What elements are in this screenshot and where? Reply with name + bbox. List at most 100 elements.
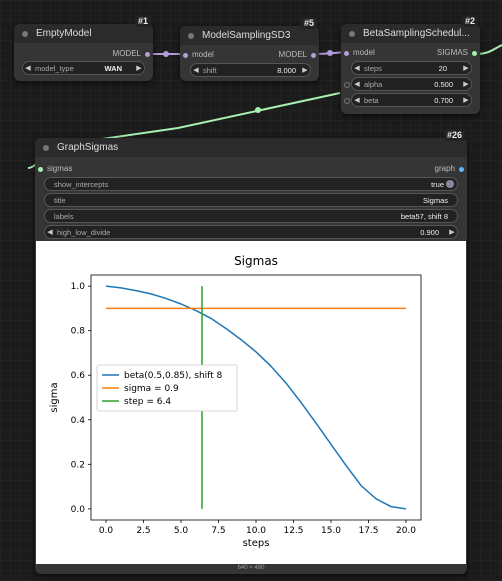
beta-number-widget[interactable]: ◀ beta 0.700 ▶ [351, 93, 472, 107]
y-tick-label: 0.0 [71, 505, 86, 515]
legend-entry: sigma = 0.9 [124, 384, 179, 394]
model-type-combo[interactable]: ◀ model_type WAN ▶ [22, 61, 145, 75]
arrow-right-icon[interactable]: ▶ [449, 229, 455, 236]
x-axis-label: steps [243, 538, 270, 549]
collapse-dot-icon[interactable] [349, 30, 355, 37]
series-line-1 [105, 285, 407, 510]
io-row: MODEL [14, 48, 153, 60]
node-id-badge: #1 [134, 15, 151, 27]
x-tick-label: 17.5 [358, 526, 378, 536]
widget-value: 0.900 [420, 227, 439, 237]
node-header[interactable]: BetaSamplingSchedul... [341, 24, 480, 43]
widget-value: true [431, 179, 444, 189]
output-port-model[interactable] [145, 52, 150, 57]
arrow-right-icon[interactable]: ▶ [302, 67, 308, 74]
io-row: sigmas graph [35, 163, 467, 175]
node-empty-model[interactable]: #1 EmptyModel MODEL ◀ model_type WAN ▶ [14, 15, 153, 81]
widget-label: shift [203, 65, 217, 75]
arrow-left-icon[interactable]: ◀ [354, 65, 360, 72]
arrow-right-icon[interactable]: ▶ [463, 65, 469, 72]
link-midpoint-2 [327, 50, 333, 56]
labels-text-widget[interactable]: labels beta57, shift 8 [44, 209, 458, 223]
chart-title: Sigmas [234, 254, 278, 268]
input-label: model [192, 50, 214, 59]
shift-number-widget[interactable]: ◀ shift 8.000 ▶ [190, 63, 311, 77]
y-tick-label: 0.8 [71, 327, 86, 337]
widget-value: 8.000 [277, 65, 296, 75]
widget-label: high_low_divide [57, 227, 111, 237]
high-low-divide-number-widget[interactable]: ◀ high_low_divide 0.900 ▶ [44, 225, 458, 239]
title-text-widget[interactable]: title Sigmas [44, 193, 458, 207]
graph-image-preview[interactable]: 0.0 2.5 5.0 7.5 10.0 12.5 15.0 17.5 20.0 0.0 0.2 0.… [36, 241, 466, 564]
input-port-alpha[interactable] [344, 82, 350, 88]
node-id-badge: #5 [300, 17, 317, 29]
y-tick-label: 1.0 [71, 282, 86, 292]
image-size-caption: 640 × 480 [237, 565, 265, 571]
widget-value: beta57, shift 8 [400, 211, 448, 221]
output-label: MODEL [278, 50, 307, 59]
widget-label: beta [364, 95, 379, 105]
show-intercepts-toggle[interactable]: show_intercepts true [44, 177, 458, 191]
input-label: sigmas [47, 164, 73, 173]
toggle-knob-icon[interactable] [446, 180, 454, 188]
arrow-left-icon[interactable]: ◀ [354, 81, 360, 88]
steps-number-widget[interactable]: ◀ steps 20 ▶ [351, 61, 472, 75]
y-tick-label: 0.2 [71, 460, 85, 470]
x-tick-label: 12.5 [283, 526, 303, 536]
sigmas-chart: 0.0 2.5 5.0 7.5 10.0 12.5 15.0 17.5 20.0 0.0 0.2 0.… [49, 254, 422, 549]
widget-label: steps [364, 63, 382, 73]
x-tick-label: 20.0 [396, 526, 416, 536]
x-tick-label: 15.0 [321, 526, 341, 536]
output-port-sigmas[interactable] [472, 51, 477, 56]
output-label: SIGMAS [436, 48, 468, 57]
node-id-badge: #26 [443, 129, 465, 141]
arrow-right-icon[interactable]: ▶ [463, 97, 469, 104]
arrow-left-icon[interactable]: ◀ [193, 67, 199, 74]
output-port-model[interactable] [311, 53, 316, 58]
arrow-left-icon[interactable]: ◀ [354, 97, 360, 104]
legend-entry: step = 6.4 [124, 397, 171, 407]
widget-value: 0.500 [434, 79, 453, 89]
collapse-dot-icon[interactable] [22, 30, 28, 37]
node-graph-sigmas[interactable]: #26 GraphSigmas sigmas graph show_interc… [35, 129, 467, 574]
input-port-model[interactable] [183, 53, 188, 58]
legend-entry: beta(0.5,0.85), shift 8 [124, 371, 223, 381]
widget-value: WAN [104, 63, 123, 73]
legend-box [96, 364, 238, 412]
arrow-right-icon[interactable]: ▶ [463, 81, 469, 88]
widget-value: 20 [438, 63, 447, 73]
arrow-left-icon[interactable]: ◀ [47, 229, 53, 236]
output-label: MODEL [112, 49, 141, 58]
output-port-graph[interactable] [459, 167, 464, 172]
collapse-dot-icon[interactable] [43, 144, 49, 151]
alpha-number-widget[interactable]: ◀ alpha 0.500 ▶ [351, 77, 472, 91]
io-row: model MODEL [180, 49, 319, 61]
x-tick-label: 2.5 [136, 526, 150, 536]
arrow-right-icon[interactable]: ▶ [136, 65, 142, 72]
input-label: model [353, 48, 375, 57]
widget-value: Sigmas [422, 195, 448, 205]
io-row: model SIGMAS [341, 47, 480, 59]
node-model-sampling-sd3[interactable]: #5 ModelSamplingSD3 model MODEL ◀ shift … [180, 17, 319, 81]
output-label: graph [434, 164, 455, 173]
y-tick-label: 0.6 [71, 371, 86, 381]
node-header[interactable]: EmptyModel [14, 24, 153, 43]
widget-label: show_intercepts [54, 179, 109, 189]
arrow-left-icon[interactable]: ◀ [25, 65, 31, 72]
node-header[interactable]: ModelSamplingSD3 [180, 26, 319, 45]
link-midpoint-1 [163, 51, 169, 57]
input-port-model[interactable] [344, 51, 349, 56]
link-midpoint-3 [255, 107, 261, 113]
node-id-badge: #2 [461, 15, 478, 27]
node-title: GraphSigmas [57, 142, 119, 153]
input-port-beta[interactable] [344, 98, 350, 104]
widget-label: labels [54, 211, 74, 221]
widget-label: alpha [364, 79, 383, 89]
node-beta-sampling-scheduler[interactable]: #2 BetaSamplingSchedul... model SIGMAS ◀… [341, 15, 480, 114]
input-port-sigmas[interactable] [38, 167, 43, 172]
y-axis-label: sigma [49, 382, 60, 412]
node-title: EmptyModel [36, 28, 92, 39]
x-tick-label: 5.0 [174, 526, 189, 536]
collapse-dot-icon[interactable] [188, 32, 194, 39]
node-header[interactable]: GraphSigmas [35, 138, 467, 157]
